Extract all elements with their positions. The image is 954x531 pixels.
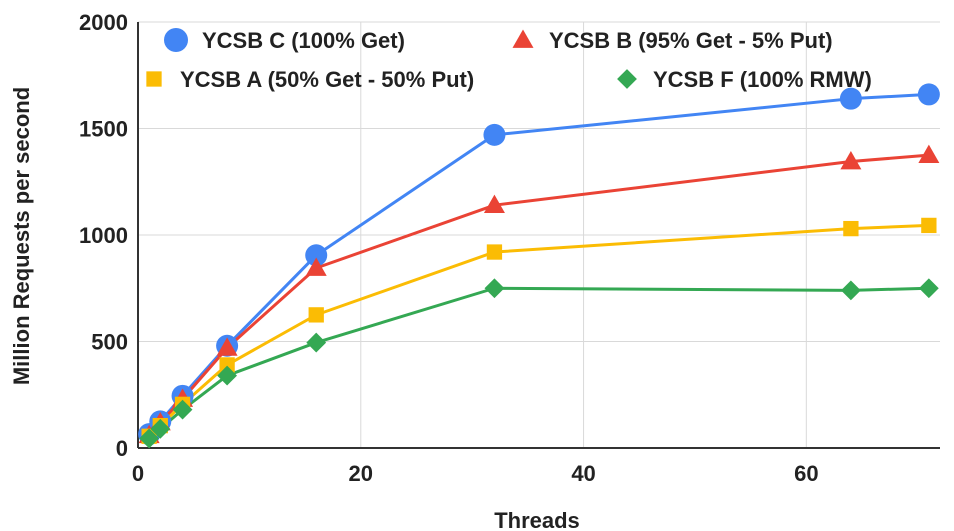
legend-label: YCSB B (95% Get - 5% Put) xyxy=(549,28,833,53)
data-point xyxy=(843,220,859,237)
legend-label: YCSB A (50% Get - 50% Put) xyxy=(180,67,474,92)
data-point xyxy=(840,280,861,301)
legend: YCSB C (100% Get) YCSB B (95% Get - 5% Pu… xyxy=(146,28,872,92)
data-point xyxy=(840,151,862,170)
series-lines xyxy=(148,92,929,440)
x-tick-label: 40 xyxy=(571,461,595,486)
x-axis-title: Threads xyxy=(494,508,580,531)
data-point xyxy=(921,217,937,234)
y-tick-label: 0 xyxy=(116,436,128,461)
data-point xyxy=(918,144,940,163)
series-markers xyxy=(138,83,940,449)
data-point xyxy=(150,418,171,439)
data-point xyxy=(306,332,327,353)
data-point xyxy=(216,337,238,356)
y-tick-label: 1000 xyxy=(79,223,128,248)
y-tick-label: 500 xyxy=(91,330,128,355)
legend-marker xyxy=(617,69,637,89)
grid-lines xyxy=(138,21,940,448)
series-line xyxy=(148,286,929,440)
data-point xyxy=(308,307,324,323)
legend-marker xyxy=(512,29,534,48)
series-line xyxy=(148,223,929,438)
legend-label: YCSB F (100% RMW) xyxy=(653,67,872,92)
data-point xyxy=(918,278,939,299)
x-tick-label: 0 xyxy=(132,461,144,486)
legend-label: YCSB C (100% Get) xyxy=(202,28,405,53)
axes xyxy=(137,22,940,449)
data-point xyxy=(305,257,327,276)
y-tick-label: 1500 xyxy=(79,117,128,142)
data-point xyxy=(172,399,193,420)
data-point xyxy=(217,365,238,386)
data-point xyxy=(219,357,235,373)
legend-marker xyxy=(164,28,188,52)
data-point xyxy=(483,194,505,214)
tick-labels: 0 500 1000 1500 2000 0 20 40 60 xyxy=(79,10,819,486)
y-axis-title: Million Requests per second xyxy=(9,87,34,385)
legend-marker xyxy=(146,71,162,87)
series-line xyxy=(148,92,929,436)
data-point xyxy=(305,244,328,267)
data-point xyxy=(917,83,940,106)
series-line xyxy=(148,153,929,437)
data-point xyxy=(483,123,506,146)
data-point xyxy=(486,244,503,260)
x-tick-label: 20 xyxy=(349,461,373,486)
data-point xyxy=(484,278,505,299)
data-point xyxy=(139,428,160,449)
x-tick-label: 60 xyxy=(794,461,818,486)
data-point xyxy=(839,87,862,110)
y-tick-label: 2000 xyxy=(79,10,128,35)
